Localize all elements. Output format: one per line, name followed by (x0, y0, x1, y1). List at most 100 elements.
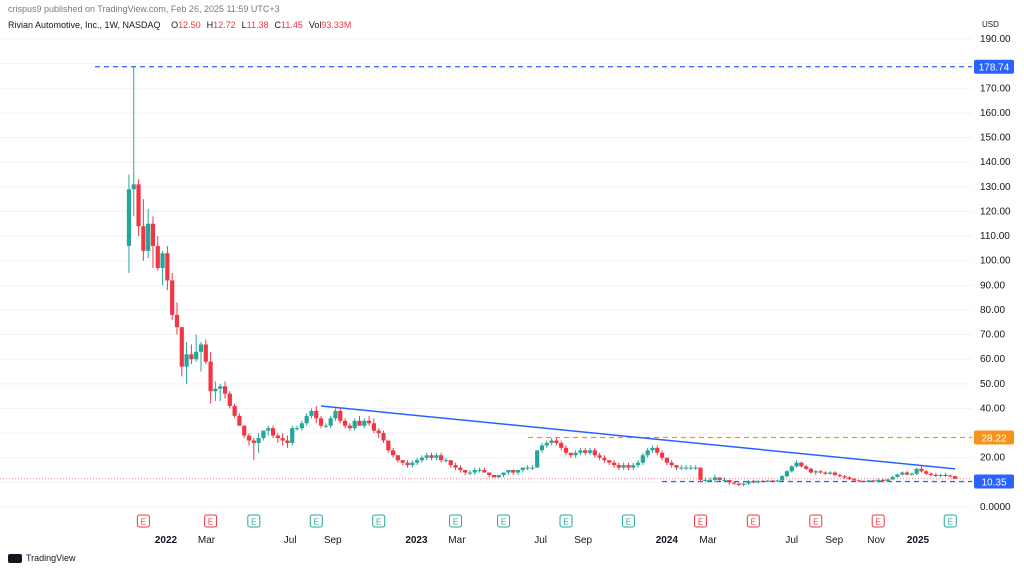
candle-body (708, 479, 713, 481)
candle-body (756, 481, 761, 483)
candle (871, 479, 876, 483)
candle-body (924, 471, 929, 474)
time-tick-label: Jul (534, 535, 547, 546)
candle-body (813, 471, 818, 473)
candle-body (780, 476, 785, 481)
candle (314, 406, 319, 424)
earnings-badge (943, 514, 957, 528)
time-tick-label: Sep (574, 535, 592, 546)
earnings-badge (309, 514, 323, 528)
candle-body (530, 467, 535, 469)
candle (146, 208, 151, 259)
earnings-marker: E (309, 514, 323, 528)
candle-body (659, 452, 665, 458)
candle (924, 470, 929, 475)
earnings-letter: E (501, 518, 506, 527)
candle-body (674, 465, 679, 468)
candle (213, 381, 218, 402)
candle-body (631, 465, 636, 468)
candle-body (463, 470, 468, 473)
candle-body (568, 452, 573, 456)
candle (371, 418, 376, 434)
candle (338, 408, 343, 424)
candle (208, 351, 213, 404)
candle-body (405, 462, 410, 466)
candle-body (919, 468, 924, 472)
candle (722, 477, 727, 483)
candle-body (251, 440, 256, 443)
earnings-badge (559, 514, 573, 528)
candle (607, 460, 612, 466)
candle-body (304, 415, 309, 424)
candle (530, 465, 535, 471)
candle-body (237, 415, 242, 426)
candle (362, 418, 367, 429)
resistance-trendline (320, 405, 956, 470)
candle-body (837, 474, 842, 477)
candle-body (434, 455, 439, 458)
price-level-label: 28.22 (981, 433, 1006, 444)
candle-body (808, 468, 814, 473)
candle (885, 478, 890, 482)
candle (222, 381, 228, 399)
candle (318, 415, 324, 429)
ohlc-value-h: 12.72 (213, 20, 236, 30)
price-tick-label: 130.00 (980, 182, 1011, 193)
candle (342, 418, 348, 429)
trendline[interactable] (320, 405, 956, 470)
candle-body (270, 428, 276, 436)
time-tick-label: 2025 (907, 535, 930, 546)
candle (299, 420, 304, 431)
candle (563, 445, 569, 456)
candle (732, 482, 737, 485)
candle-body (539, 445, 545, 451)
candle (578, 447, 583, 456)
candle (328, 415, 333, 429)
candle-body (895, 474, 900, 477)
candle (708, 477, 713, 483)
candle (645, 447, 650, 458)
candle (174, 302, 180, 335)
candle (386, 440, 391, 453)
price-axis[interactable]: USD 0.0000 20.00 40.00 50.00 60.00 70.00 80.00 9… (974, 20, 1014, 513)
earnings-letter: E (698, 518, 703, 527)
price-level-tag (974, 474, 1014, 489)
candle-body (871, 480, 876, 482)
candle (184, 341, 189, 384)
candle (294, 425, 300, 431)
candle (602, 455, 607, 463)
candle-body (246, 435, 252, 441)
candle-body (549, 440, 554, 443)
candle (813, 470, 818, 475)
candle (391, 447, 396, 458)
time-axis[interactable]: 2022 Mar Jul Sep 2023 Mar Jul Sep 2024 Mar Jul Sep N… (155, 535, 930, 546)
candle-body (458, 467, 463, 471)
candle (463, 470, 468, 475)
candle (189, 344, 194, 365)
candle (160, 250, 165, 286)
candle-body (688, 467, 693, 469)
candle-body (328, 418, 333, 426)
candle-body (333, 410, 338, 419)
earnings-marker: E (809, 514, 823, 528)
earnings-letter: E (453, 518, 458, 527)
candle-body (242, 425, 247, 436)
earnings-badge (746, 514, 760, 528)
candle (290, 425, 295, 446)
candle (760, 479, 766, 483)
earnings-marker: E (693, 514, 707, 528)
candle (736, 482, 742, 487)
earnings-letter: E (208, 518, 213, 527)
price-tick-label: 80.00 (980, 305, 1005, 316)
tradingview-brand[interactable]: TradingView (8, 553, 76, 563)
candle-body (515, 470, 521, 473)
candle (179, 327, 184, 377)
candle (664, 457, 669, 466)
candle (467, 470, 473, 475)
candle (155, 236, 160, 271)
candle (525, 465, 530, 471)
time-tick-label: Sep (324, 535, 342, 546)
candle-body (563, 447, 569, 453)
candle-body (640, 455, 645, 463)
